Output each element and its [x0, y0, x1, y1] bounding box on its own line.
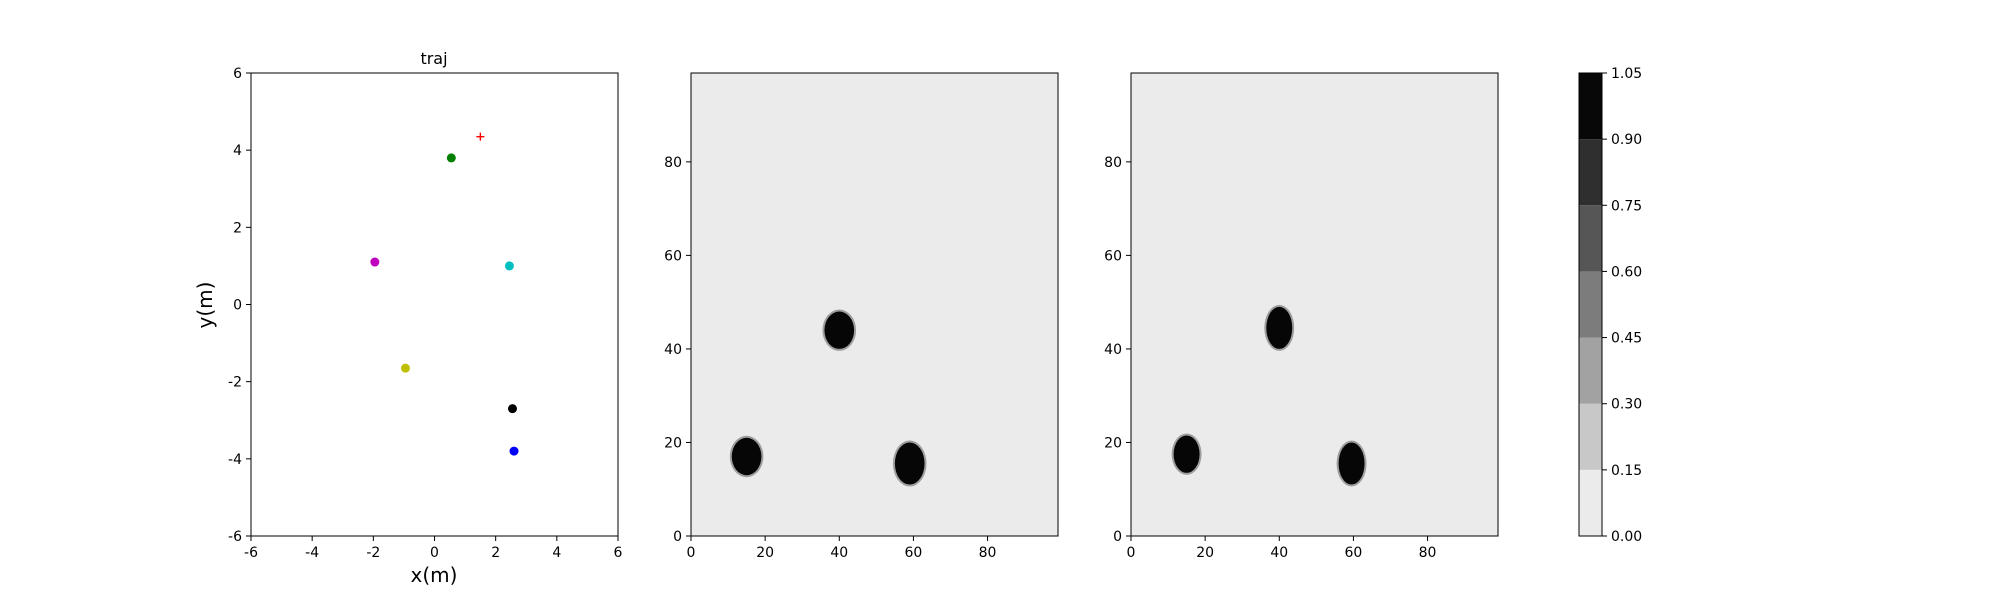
x-tick-label: 2: [491, 545, 500, 561]
colorbar-band: [1579, 205, 1602, 272]
y-tick-label: 2: [233, 220, 242, 236]
colorbar-ticks: 0.00 0.15 0.30 0.45 0.60 0.75 0.90 1.05: [1602, 66, 1642, 545]
colorbar-band: [1579, 139, 1602, 206]
trajectory-point: [370, 257, 380, 267]
x-tick-label: -6: [244, 545, 258, 561]
x-tick-label: 0: [1127, 545, 1136, 561]
x-tick-label: -4: [305, 545, 319, 561]
y-tick-label: 80: [664, 155, 682, 171]
x-tick-label: 20: [1196, 545, 1214, 561]
x-tick-label: 80: [979, 545, 997, 561]
colorbar-band: [1579, 469, 1602, 536]
trajectory-point: [507, 404, 517, 414]
y-tick-label: -2: [228, 375, 242, 391]
occupancy-map-1-obstacles: [729, 309, 927, 487]
colorbar-tick-label: 1.05: [1611, 66, 1642, 82]
x-tick-label: 40: [830, 545, 848, 561]
y-tick-label: 20: [664, 435, 682, 451]
obstacle-blob: [731, 437, 762, 476]
y-tick-label: 0: [1113, 529, 1122, 545]
obstacle-blob: [894, 442, 925, 485]
colorbar-tick-label: 0.75: [1611, 198, 1642, 214]
colorbar-tick-label: 0.45: [1611, 331, 1642, 347]
y-tick-label: 0: [233, 298, 242, 314]
y-tick-label: -4: [228, 452, 242, 468]
y-tick-label: 60: [664, 248, 682, 264]
goal-marker: [476, 132, 485, 141]
colorbar-tick-label: 0.15: [1611, 463, 1642, 479]
y-tick-label: 0: [673, 529, 682, 545]
trajectory-point: [504, 261, 514, 271]
y-tick-label: 60: [1104, 248, 1122, 264]
x-tick-label: 6: [614, 545, 623, 561]
trajectory-points: [370, 132, 519, 456]
y-axis-label: y(m): [193, 282, 217, 329]
colorbar: 0.00 0.15 0.30 0.45 0.60 0.75 0.90 1.05: [1578, 66, 1642, 545]
obstacle-blob: [1266, 306, 1293, 349]
trajectory-plot: traj x(m) y(m) -6 -4 -2 0 2 4 6 -6 -4 -2 0 2 4 6: [193, 49, 623, 587]
y-tick-label: 20: [1104, 435, 1122, 451]
colorbar-bands: [1579, 73, 1602, 536]
colorbar-tick-label: 0.30: [1611, 397, 1642, 413]
x-tick-label: 0: [687, 545, 696, 561]
obstacle-blob: [1338, 442, 1365, 485]
trajectory-point: [446, 153, 456, 163]
trajectory-plot-frame: [250, 72, 619, 537]
y-tick-label: 80: [1104, 155, 1122, 171]
x-tick-label: 4: [552, 545, 561, 561]
colorbar-tick-label: 0.60: [1611, 264, 1642, 280]
trajectory-plot-ticks: -6 -4 -2 0 2 4 6 -6 -4 -2 0 2 4 6: [228, 66, 623, 561]
colorbar-band: [1579, 337, 1602, 404]
occupancy-map-1-ticks: 0 20 40 60 80 0 20 40 60 80: [664, 155, 996, 561]
trajectory-point: [509, 446, 519, 456]
obstacle-blob: [1173, 435, 1200, 473]
colorbar-tick-label: 0.00: [1611, 529, 1642, 545]
y-tick-label: 40: [664, 342, 682, 358]
x-tick-label: -2: [366, 545, 380, 561]
x-tick-label: 20: [756, 545, 774, 561]
occupancy-map-1-frame: [690, 72, 1059, 537]
x-tick-label: 60: [1345, 545, 1363, 561]
y-tick-label: 4: [233, 143, 242, 159]
x-tick-label: 0: [430, 545, 439, 561]
occupancy-map-2-frame: [1130, 72, 1499, 537]
colorbar-tick-label: 0.90: [1611, 132, 1642, 148]
y-tick-label: -6: [228, 529, 242, 545]
x-tick-label: 40: [1270, 545, 1288, 561]
colorbar-band: [1579, 271, 1602, 338]
colorbar-band: [1579, 403, 1602, 470]
x-tick-label: 60: [905, 545, 923, 561]
obstacle-blob: [824, 311, 855, 349]
y-tick-label: 6: [233, 66, 242, 82]
occupancy-map-2: 0 20 40 60 80 0 20 40 60 80: [1104, 72, 1499, 561]
occupancy-map-1: 0 20 40 60 80 0 20 40 60 80: [664, 72, 1059, 561]
trajectory-point: [400, 363, 410, 373]
colorbar-frame: [1578, 72, 1603, 537]
occupancy-map-2-ticks: 0 20 40 60 80 0 20 40 60 80: [1104, 155, 1436, 561]
occupancy-map-2-obstacles: [1171, 304, 1367, 487]
y-tick-label: 40: [1104, 342, 1122, 358]
trajectory-plot-title: traj: [420, 49, 447, 68]
x-axis-label: x(m): [411, 563, 458, 587]
x-tick-label: 80: [1419, 545, 1437, 561]
colorbar-band: [1579, 73, 1602, 140]
